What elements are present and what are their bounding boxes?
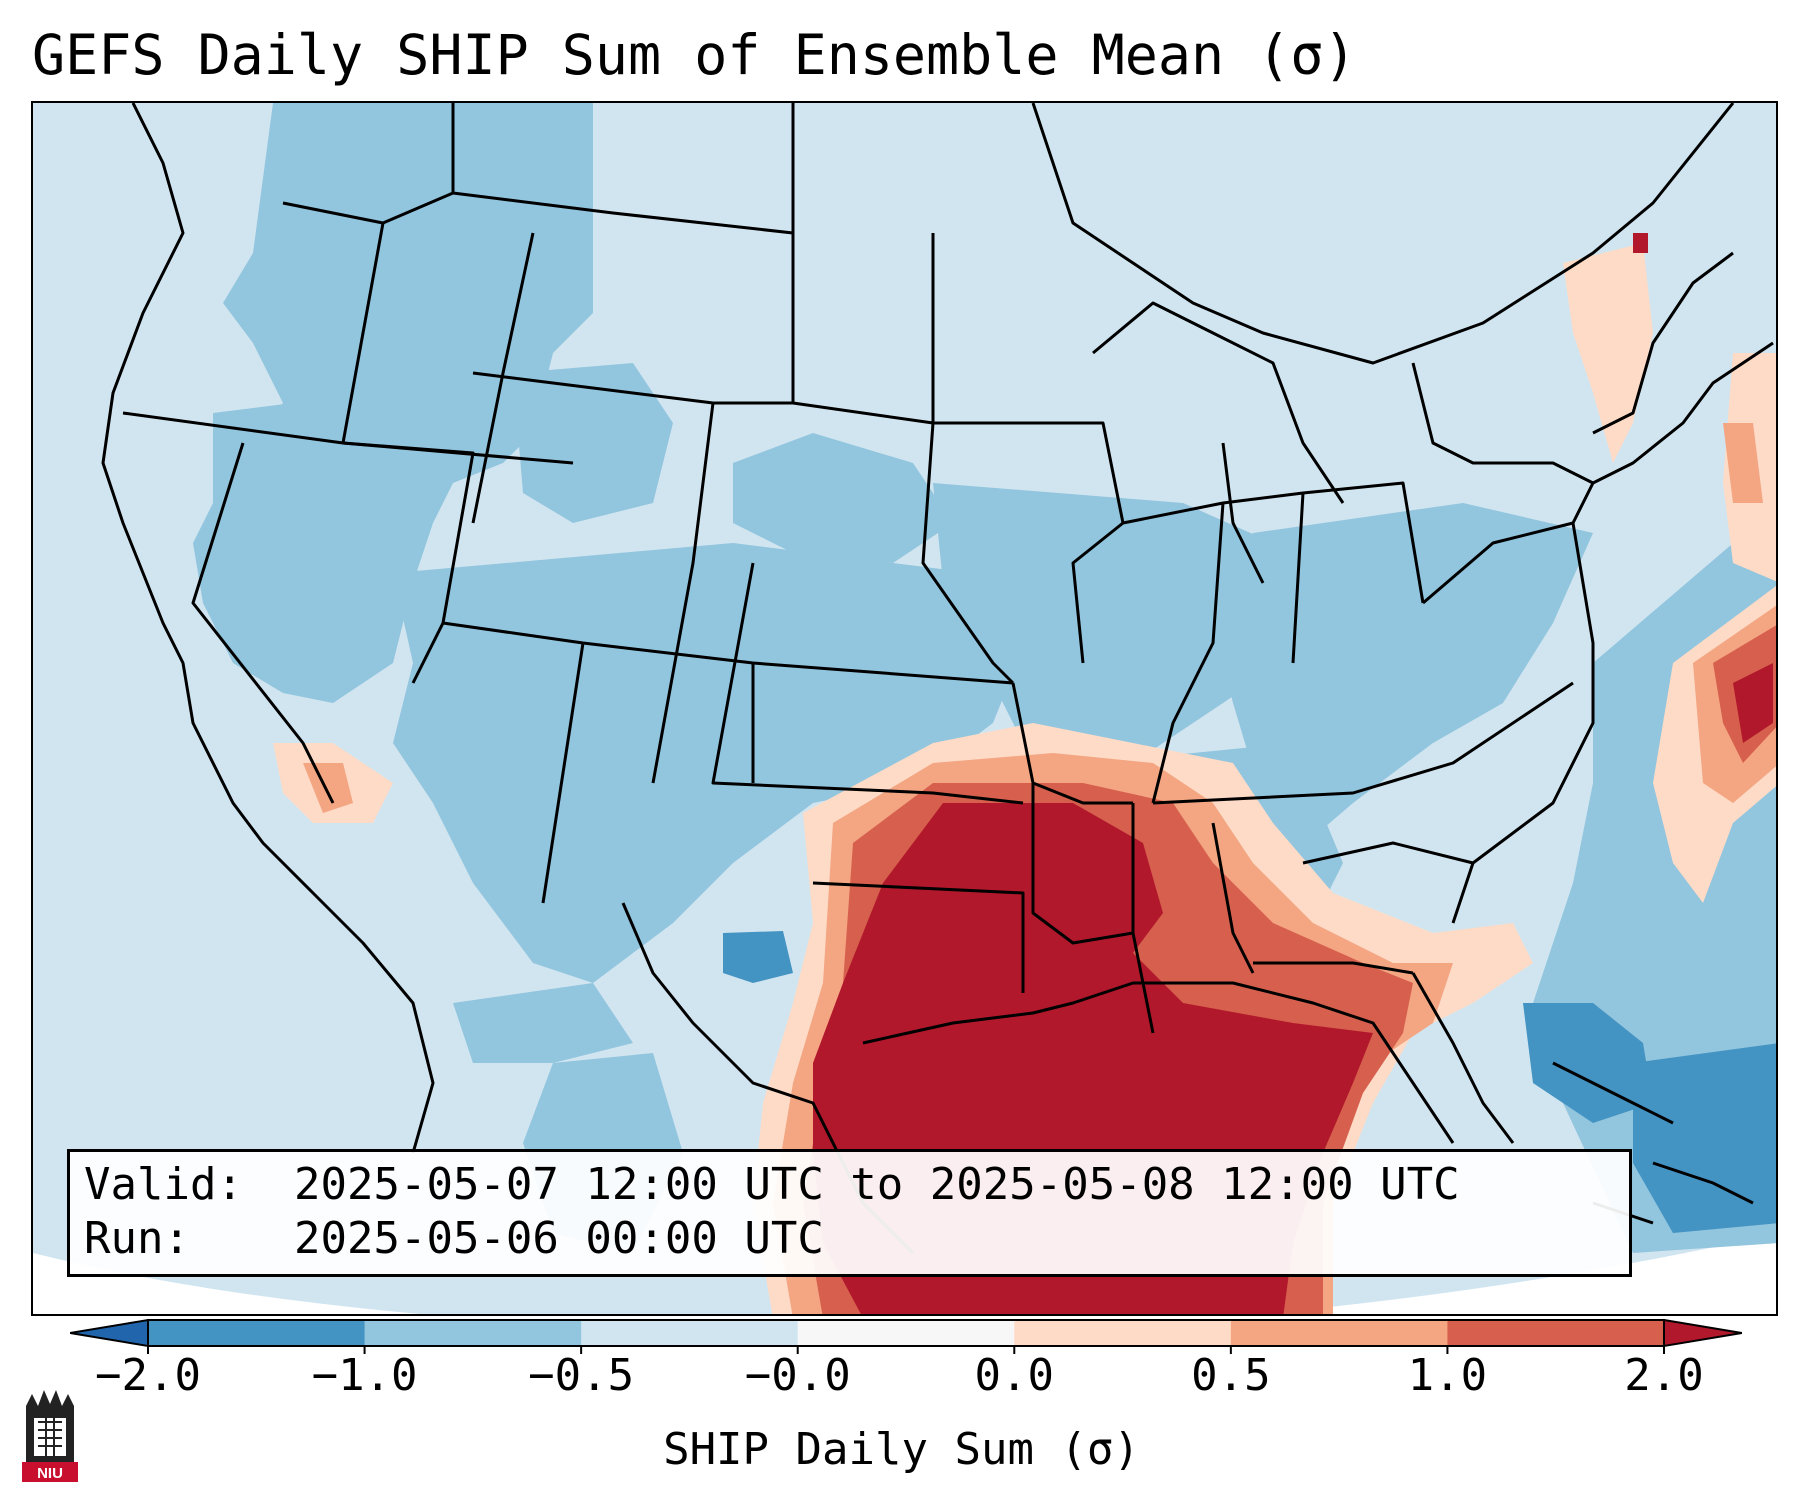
colorbar-segment <box>364 1320 582 1346</box>
valid-value: 2025-05-07 12:00 UTC to 2025-05-08 12:00… <box>294 1159 1460 1210</box>
colorbar-segment <box>148 1320 366 1346</box>
niu-logo: NIU <box>22 1390 78 1482</box>
colorbar-segment <box>797 1320 1015 1346</box>
colorbar-tick-label: 2.0 <box>1624 1350 1704 1401</box>
colorbar-tick-label: −1.0 <box>311 1350 418 1401</box>
valid-key: Valid: <box>84 1159 243 1210</box>
colorbar-tick-label: −0.5 <box>528 1350 635 1401</box>
colorbar-tick-label: 0.5 <box>1191 1350 1271 1401</box>
colorbar-tick-label: −2.0 <box>95 1350 201 1401</box>
run-key: Run: <box>84 1213 190 1264</box>
colorbar-segment <box>1014 1320 1232 1346</box>
valid-run-info-box: Valid: 2025-05-07 12:00 UTC to 2025-05-08… <box>67 1149 1632 1277</box>
colorbar-tick-label: 1.0 <box>1407 1350 1488 1401</box>
run-value: 2025-05-06 00:00 UTC <box>294 1213 824 1264</box>
political-boundaries <box>101 103 1774 1255</box>
colorbar-segment <box>581 1320 799 1346</box>
colorbar-tick-label: 0.0 <box>974 1350 1055 1401</box>
colorbar <box>70 1318 1742 1354</box>
colorbar-segment <box>1447 1320 1665 1346</box>
colorbar-outline <box>147 1319 1665 1347</box>
strong-negative-regions <box>723 931 1776 1233</box>
map-title: GEFS Daily SHIP Sum of Ensemble Mean (σ) <box>32 23 1357 87</box>
logo-text: NIU <box>37 1465 63 1482</box>
colorbar-label: SHIP Daily Sum (σ) <box>663 1424 1140 1475</box>
colorbar-segment <box>1230 1320 1448 1346</box>
colorbar-tick-label: −0.0 <box>744 1350 851 1401</box>
ship-anomaly-map <box>33 103 1776 1314</box>
colorbar-ticks: −2.0 −1.0 −0.5 −0.0 0.0 0.5 1.0 2.0 <box>0 1340 1803 1401</box>
map-panel <box>31 101 1778 1316</box>
